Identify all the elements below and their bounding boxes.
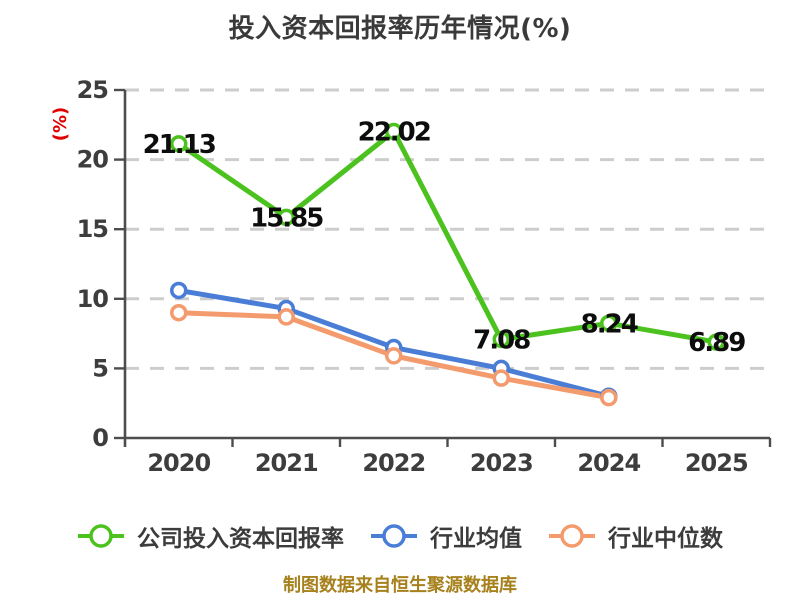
- series-marker: [492, 330, 510, 349]
- legend-item: 公司投入资本回报率: [77, 519, 344, 553]
- y-tick-label: 0: [92, 424, 108, 452]
- data-label: 15.85: [250, 203, 323, 233]
- y-tick-label: 20: [77, 146, 109, 174]
- series-marker: [277, 208, 295, 227]
- legend-label: 行业均值: [430, 526, 522, 552]
- data-label: 8.24: [581, 309, 638, 339]
- y-tick-label: 10: [77, 285, 109, 313]
- series-marker: [170, 303, 188, 322]
- legend-label: 公司投入资本回报率: [137, 526, 344, 552]
- data-label: 21.13: [143, 130, 216, 160]
- series-marker: [600, 314, 618, 333]
- legend-item: 行业中位数: [548, 519, 723, 553]
- x-tick-label: 2020: [147, 449, 210, 477]
- data-label: 7.08: [473, 325, 530, 355]
- series-marker: [277, 308, 295, 326]
- x-tick-label: 2021: [255, 449, 318, 477]
- y-tick-label: 25: [77, 76, 109, 104]
- series-line: [176, 128, 719, 345]
- legend: 公司投入资本回报率 行业均值 行业中位数: [0, 516, 800, 556]
- legend-item: 行业均值: [370, 519, 522, 553]
- legend-marker-icon: [78, 524, 124, 548]
- x-tick-label: 2022: [362, 449, 425, 477]
- series-marker: [385, 347, 403, 365]
- legend-marker-icon: [549, 524, 595, 548]
- series-marker: [170, 281, 188, 300]
- legend-label: 行业中位数: [608, 526, 723, 552]
- data-label: 22.02: [358, 117, 430, 147]
- chart-title: 投入资本回报率历年情况(%): [228, 14, 572, 44]
- series-marker: [600, 388, 618, 407]
- y-tick-label: 5: [92, 354, 108, 382]
- series-marker: [492, 369, 510, 387]
- series-marker: [170, 135, 188, 153]
- x-tick-label: 2023: [470, 449, 533, 477]
- y-tick-label: 15: [77, 215, 109, 243]
- x-tick-label: 2024: [577, 449, 640, 477]
- series-marker: [385, 122, 403, 141]
- source-note: 制图数据来自恒生聚源数据库: [283, 575, 517, 596]
- data-label: 6.89: [688, 328, 745, 358]
- legend-marker-icon: [371, 524, 417, 548]
- series-marker: [707, 333, 725, 351]
- x-tick-label: 2025: [685, 449, 748, 477]
